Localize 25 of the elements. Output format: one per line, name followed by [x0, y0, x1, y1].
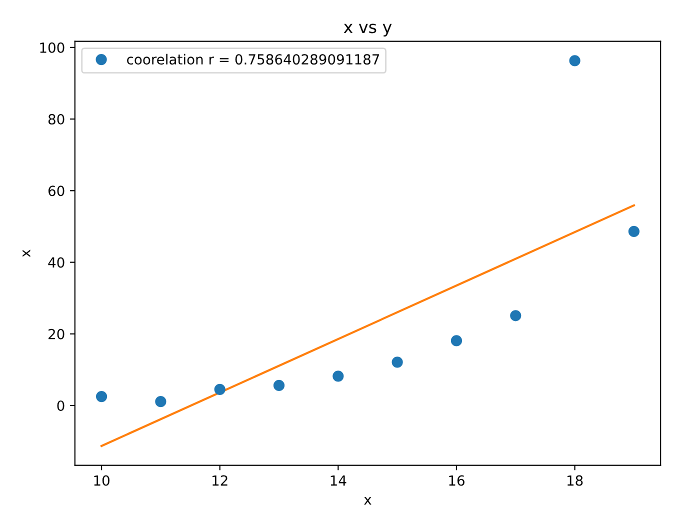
- y-tick-label: 60: [48, 186, 64, 196]
- x-axis-title: x: [364, 496, 372, 505]
- y-axis-title: x: [22, 250, 30, 258]
- x-tick-label: 14: [330, 475, 346, 486]
- x-tick-label: 18: [567, 475, 583, 486]
- point: [214, 384, 226, 395]
- x-tick-label: 10: [94, 475, 110, 486]
- point: [96, 390, 108, 402]
- legend-label: coorelation r = 0.758640289091187: [127, 54, 380, 65]
- x-tick-label: 12: [212, 475, 228, 486]
- point: [450, 335, 462, 346]
- point: [155, 396, 166, 408]
- point: [392, 356, 403, 368]
- point: [628, 226, 640, 238]
- y-tick-label: 40: [48, 257, 64, 268]
- point: [332, 370, 344, 382]
- point: [510, 310, 522, 322]
- y-tick-label: 80: [48, 114, 64, 125]
- point: [569, 55, 580, 66]
- chart-title: x vs y: [344, 24, 392, 36]
- y-tick-label: 0: [57, 400, 64, 411]
- point: [273, 380, 285, 392]
- y-tick-label: 20: [48, 328, 64, 340]
- y-tick-label: 100: [40, 42, 64, 53]
- x-tick-label: 16: [449, 475, 464, 486]
